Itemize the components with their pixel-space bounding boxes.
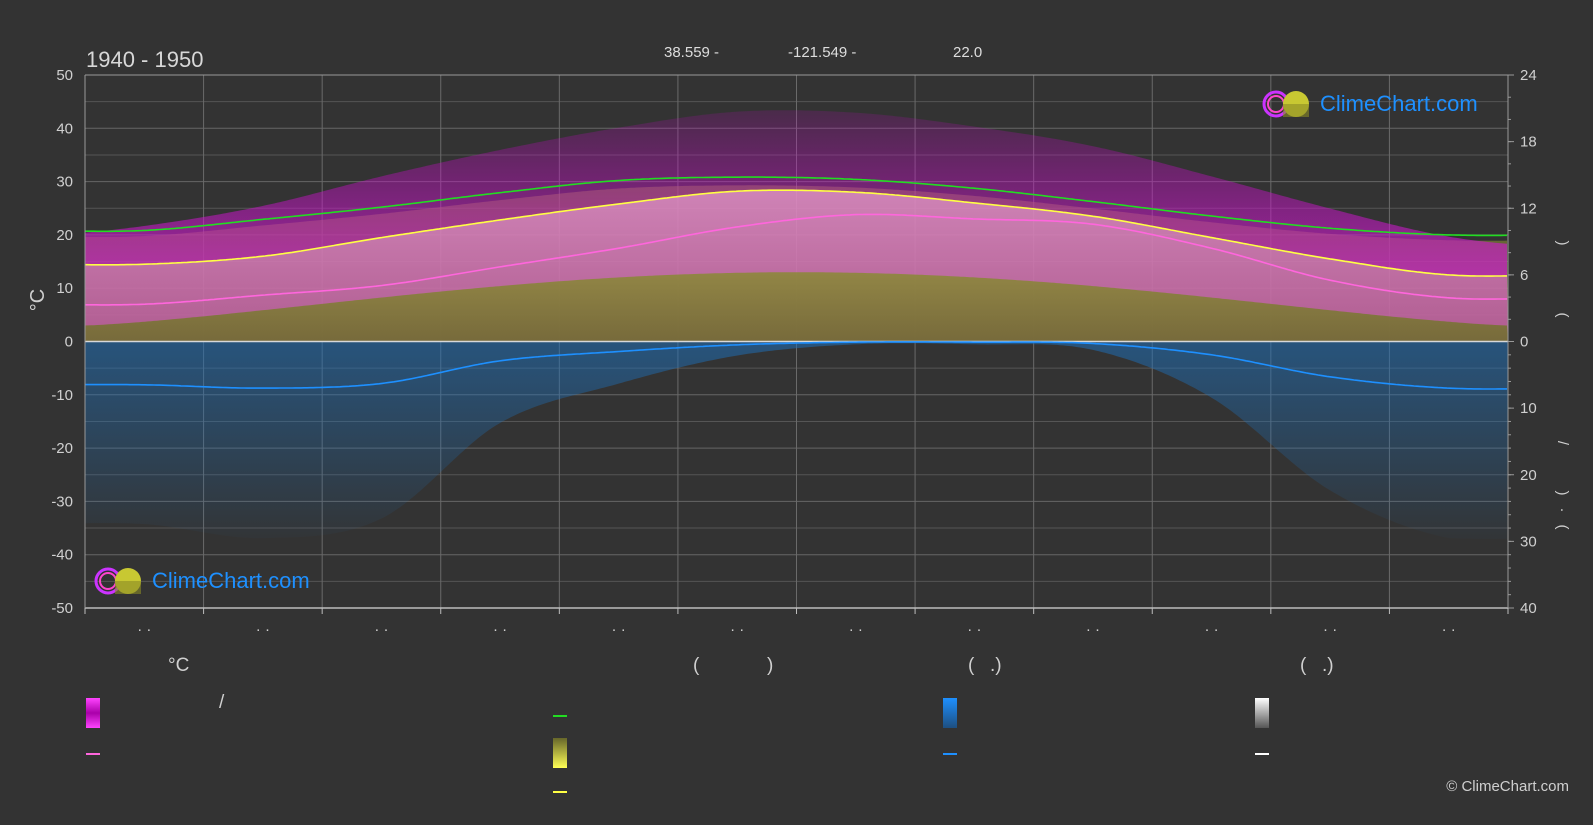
month-tick-label: · · [493,621,507,638]
right-bottom-axis-label: ( [1554,525,1571,530]
left-tick-label: -10 [51,387,73,404]
precipitation-curve [85,341,1507,390]
month-tick-label: · · [1442,621,1456,638]
legend-header-rain-close: .) [990,655,1002,676]
right-top-tick-label: 18 [1520,134,1537,151]
left-tick-label: -40 [51,547,73,564]
month-tick-label: · · [374,621,388,638]
brand-logo-text: ClimeChart.com [1320,91,1478,116]
legend-swatch-precip [943,698,957,728]
right-bottom-tick-label: 20 [1520,467,1537,484]
elevation-label: 22.0 [953,44,982,61]
month-tick-label: · · [1204,621,1218,638]
month-tick-label: · · [256,621,270,638]
month-tick-label: · · [849,621,863,638]
precipitation-band [85,341,1508,539]
brand-logo-bottom[interactable]: ClimeChart.com [94,565,310,597]
brand-logo-icon [94,567,141,595]
left-tick-label: -20 [51,440,73,457]
left-tick-label: -50 [51,600,73,617]
left-axis-label: °C [27,289,49,311]
legend-swatch-snow [1255,698,1269,728]
legend-swatch-max-temp [86,698,100,728]
brand-logo-icon [1262,90,1309,118]
legend-header-temperature: °C [168,655,190,676]
right-bottom-axis-label: / [1554,441,1571,446]
legend-swatch-mean-max [553,791,567,793]
chart-legend: °C ( ) ( .) ( .) / [0,640,1593,825]
longitude-label: -121.549 - [788,44,856,61]
brand-logo-text: ClimeChart.com [152,568,310,593]
right-bottom-tick-label: 30 [1520,533,1537,550]
month-tick-label: · · [1086,621,1100,638]
period-title: 1940 - 1950 [86,47,203,72]
left-tick-label: 30 [56,174,73,191]
legend-header-sun-close: ) [767,655,774,676]
chart-axes: 50 40 30 20 10 0 -10 -20 -30 -40 -50 24 18 12 6 0 10 20 30… [51,67,1571,638]
month-tick-label: · · [730,621,744,638]
left-tick-label: -30 [51,493,73,510]
left-tick-label: 50 [56,67,73,84]
chart-bands [85,110,1508,539]
right-top-tick-label: 0 [1520,334,1528,351]
right-bottom-tick-label: 10 [1520,400,1537,417]
left-tick-label: 40 [56,120,73,137]
left-tick-label: 20 [56,227,73,244]
month-tick-label: · · [967,621,981,638]
month-tick-label: · · [612,621,626,638]
legend-swatch-precip-mean [943,753,957,755]
legend-slash: / [219,692,225,713]
chart-curves [85,176,1508,390]
legend-header-rain-open: ( [968,655,975,676]
sunshine-hours-band [85,272,1508,342]
mean-temp-curve [85,213,1508,306]
right-bottom-tick-label: 40 [1520,600,1537,617]
legend-header-snow-open: ( [1300,655,1307,676]
right-bottom-axis-label: · [1554,508,1571,513]
brand-logo-top[interactable]: ClimeChart.com [1262,88,1478,120]
latitude-label: 38.559 - [664,44,719,61]
copyright-text: © ClimeChart.com [1446,778,1569,795]
legend-swatch-daylight [553,715,567,717]
daylight-curve [85,176,1507,237]
right-top-tick-label: 24 [1520,67,1537,84]
climate-chart: 50 40 30 20 10 0 -10 -20 -30 -40 -50 24 18 12 6 0 10 20 30… [27,44,1571,638]
legend-swatch-mean-temp [86,753,100,755]
right-top-tick-label: 12 [1520,200,1537,217]
right-bottom-axis-label: ) [1554,491,1571,496]
right-top-axis-label: ) [1554,241,1571,246]
left-tick-label: 10 [56,280,73,297]
legend-swatch-snow-mean [1255,753,1269,755]
month-tick-label: · · [1323,621,1337,638]
left-tick-label: 0 [65,334,73,351]
legend-swatch-sunshine [553,738,567,768]
right-top-tick-label: 6 [1520,267,1528,284]
legend-header-snow-close: .) [1322,655,1334,676]
month-tick-label: · · [137,621,151,638]
right-top-axis-label: ( [1554,313,1571,318]
mean-max-curve [85,189,1507,277]
legend-header-sun-open: ( [693,655,700,676]
